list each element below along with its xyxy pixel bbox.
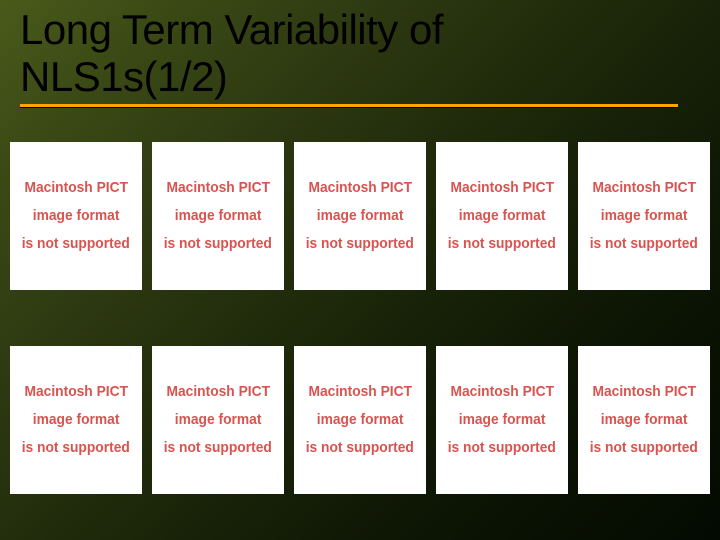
pict-line-1: Macintosh PICT <box>308 378 412 406</box>
pict-placeholder: Macintosh PICT image format is not suppo… <box>152 142 284 290</box>
pict-line-2: image format <box>175 202 262 230</box>
pict-line-1: Macintosh PICT <box>450 378 554 406</box>
pict-placeholder: Macintosh PICT image format is not suppo… <box>436 346 568 494</box>
pict-placeholder: Macintosh PICT image format is not suppo… <box>294 346 426 494</box>
pict-line-3: is not supported <box>448 434 556 462</box>
pict-placeholder: Macintosh PICT image format is not suppo… <box>152 346 284 494</box>
pict-line-1: Macintosh PICT <box>592 174 696 202</box>
pict-line-1: Macintosh PICT <box>166 174 270 202</box>
title-line-1: Long Term Variability of <box>20 6 443 53</box>
pict-placeholder: Macintosh PICT image format is not suppo… <box>294 142 426 290</box>
pict-line-1: Macintosh PICT <box>24 378 128 406</box>
grid-row: Macintosh PICT image format is not suppo… <box>10 346 710 494</box>
pict-line-1: Macintosh PICT <box>166 378 270 406</box>
pict-placeholder: Macintosh PICT image format is not suppo… <box>578 346 710 494</box>
pict-line-3: is not supported <box>306 434 414 462</box>
pict-line-2: image format <box>33 202 120 230</box>
pict-line-3: is not supported <box>306 230 414 258</box>
pict-line-2: image format <box>459 406 546 434</box>
pict-line-2: image format <box>175 406 262 434</box>
pict-line-1: Macintosh PICT <box>450 174 554 202</box>
slide-title: Long Term Variability of NLS1s(1/2) <box>20 6 660 100</box>
pict-line-3: is not supported <box>448 230 556 258</box>
slide: Long Term Variability of NLS1s(1/2) Maci… <box>0 0 720 540</box>
pict-line-3: is not supported <box>164 230 272 258</box>
title-line-2: NLS1s(1/2) <box>20 53 227 100</box>
pict-line-3: is not supported <box>22 230 130 258</box>
image-grid: Macintosh PICT image format is not suppo… <box>10 142 710 494</box>
grid-row: Macintosh PICT image format is not suppo… <box>10 142 710 290</box>
pict-line-2: image format <box>317 406 404 434</box>
title-underline <box>20 104 678 107</box>
title-block: Long Term Variability of NLS1s(1/2) <box>20 6 660 107</box>
pict-line-1: Macintosh PICT <box>24 174 128 202</box>
pict-placeholder: Macintosh PICT image format is not suppo… <box>436 142 568 290</box>
pict-line-3: is not supported <box>22 434 130 462</box>
pict-line-1: Macintosh PICT <box>592 378 696 406</box>
pict-line-2: image format <box>601 406 688 434</box>
pict-placeholder: Macintosh PICT image format is not suppo… <box>578 142 710 290</box>
pict-placeholder: Macintosh PICT image format is not suppo… <box>10 346 142 494</box>
pict-line-2: image format <box>317 202 404 230</box>
pict-line-3: is not supported <box>590 434 698 462</box>
pict-line-1: Macintosh PICT <box>308 174 412 202</box>
pict-line-3: is not supported <box>590 230 698 258</box>
pict-line-2: image format <box>33 406 120 434</box>
pict-line-2: image format <box>601 202 688 230</box>
pict-line-3: is not supported <box>164 434 272 462</box>
pict-line-2: image format <box>459 202 546 230</box>
pict-placeholder: Macintosh PICT image format is not suppo… <box>10 142 142 290</box>
